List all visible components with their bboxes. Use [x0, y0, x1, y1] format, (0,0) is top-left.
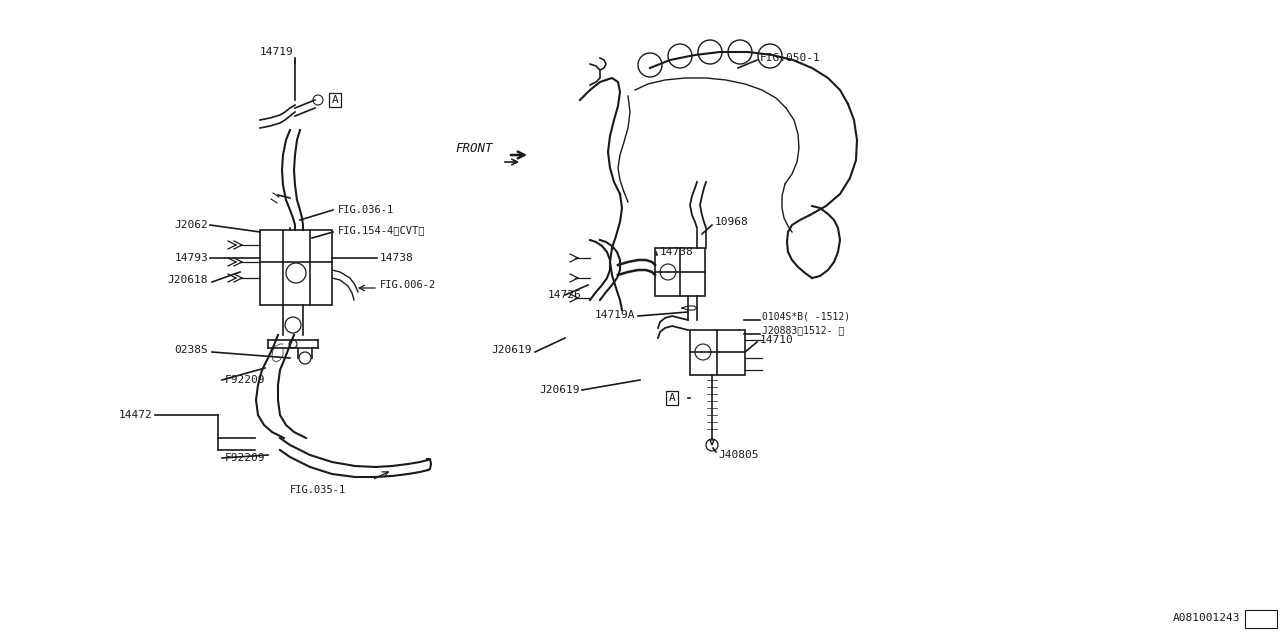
- Text: 14793: 14793: [174, 253, 207, 263]
- Text: 14710: 14710: [760, 335, 794, 345]
- Text: 0104S*B( -1512): 0104S*B( -1512): [762, 311, 850, 321]
- Text: FIG.035-1: FIG.035-1: [291, 485, 347, 495]
- Text: 14719: 14719: [260, 47, 294, 57]
- Bar: [655, 248, 705, 296]
- Text: 14738: 14738: [380, 253, 413, 263]
- Text: 14719A: 14719A: [594, 310, 635, 320]
- Text: J20618: J20618: [168, 275, 207, 285]
- Text: J2062: J2062: [174, 220, 207, 230]
- Text: J20883【1512- 】: J20883【1512- 】: [762, 325, 845, 335]
- Text: J40805: J40805: [718, 450, 759, 460]
- Text: 14726: 14726: [548, 290, 581, 300]
- Text: J20619: J20619: [539, 385, 580, 395]
- Bar: [1245, 610, 1277, 628]
- Text: A: A: [668, 393, 676, 403]
- Text: F92209: F92209: [225, 375, 265, 385]
- Bar: [260, 230, 332, 305]
- Bar: [690, 330, 745, 375]
- Text: 14472: 14472: [118, 410, 152, 420]
- Text: 0238S: 0238S: [174, 345, 207, 355]
- Text: FIG.050-1: FIG.050-1: [760, 53, 820, 63]
- Text: FIG.006-2: FIG.006-2: [380, 280, 436, 290]
- Text: FIG.036-1: FIG.036-1: [338, 205, 394, 215]
- Text: 10968: 10968: [716, 217, 749, 227]
- Text: J20619: J20619: [492, 345, 532, 355]
- Text: A081001243: A081001243: [1172, 613, 1240, 623]
- Text: 14738: 14738: [660, 247, 694, 257]
- Text: FRONT: FRONT: [454, 141, 493, 154]
- Text: FIG.154-4〈CVT〉: FIG.154-4〈CVT〉: [338, 225, 425, 235]
- Text: F92209: F92209: [225, 453, 265, 463]
- Text: A: A: [332, 95, 338, 105]
